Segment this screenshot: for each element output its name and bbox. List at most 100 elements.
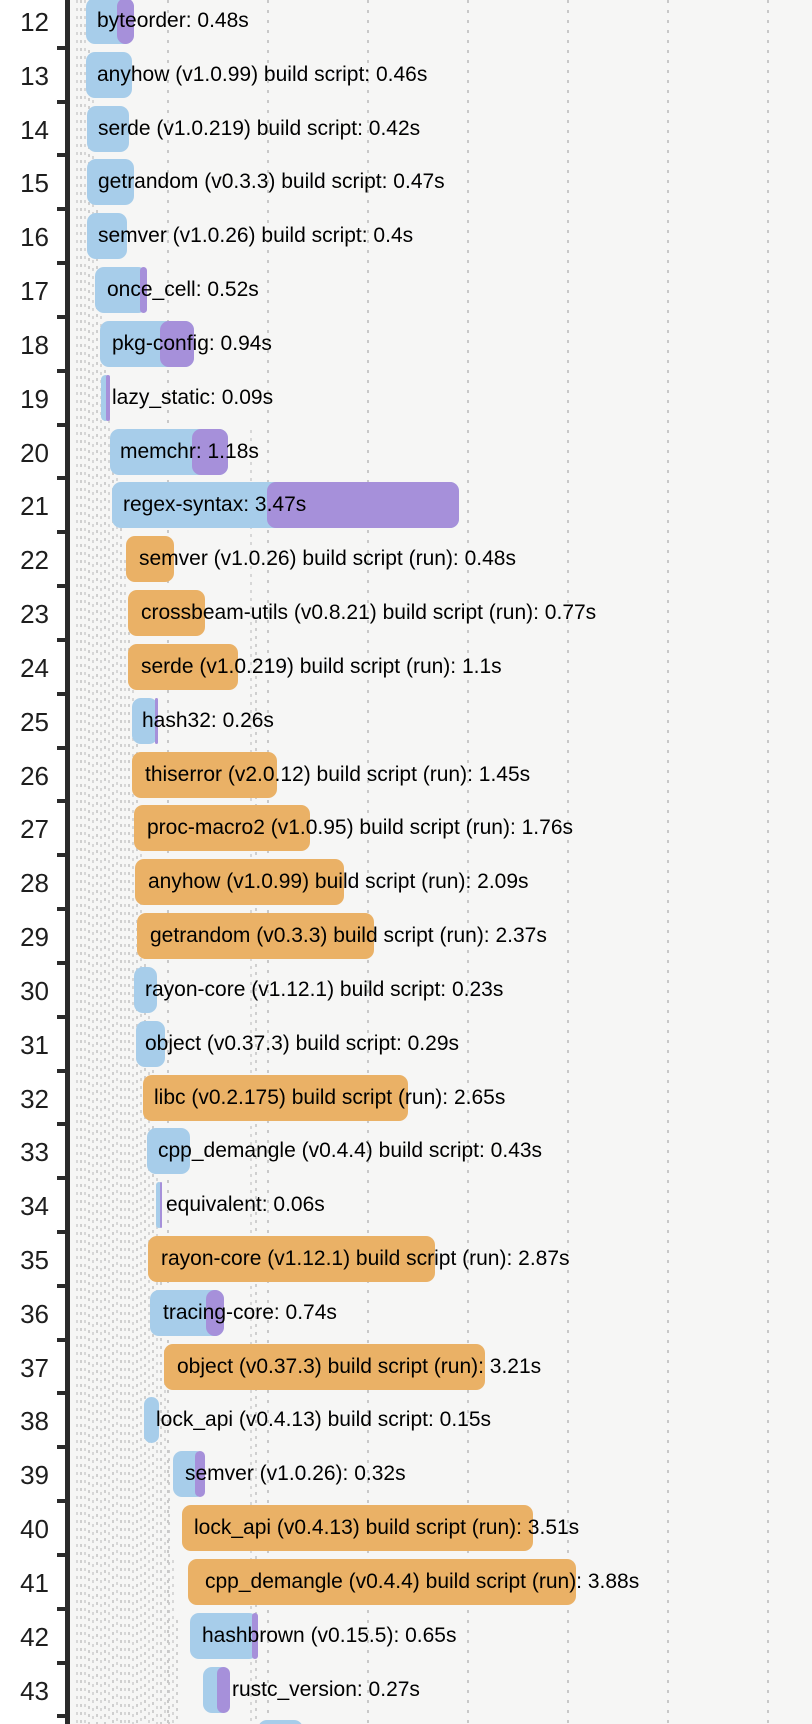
unit-label: semver (v1.0.26): 0.32s xyxy=(185,1462,406,1486)
codegen-segment xyxy=(206,1289,224,1336)
unit-label: rayon-core (v1.12.1) build script: 0.23s xyxy=(145,977,504,1001)
dependency-line xyxy=(92,100,94,1724)
build-script-run-bar xyxy=(134,805,310,852)
axis-tick xyxy=(57,1068,65,1073)
row-number: 20 xyxy=(20,437,49,468)
codegen-segment xyxy=(106,374,110,421)
build-script-run-bar xyxy=(128,590,205,637)
axis-tick xyxy=(57,368,65,373)
build-script-run-bar xyxy=(188,1558,576,1605)
row-number: 28 xyxy=(20,868,49,899)
compile-bar xyxy=(87,105,129,152)
axis-tick xyxy=(57,1229,65,1234)
unit-label: lock_api (v0.4.13) build script: 0.15s xyxy=(156,1408,492,1432)
unit-label: serde (v1.0.219) build script (run): 1.1… xyxy=(141,654,502,678)
row-number: 12 xyxy=(20,6,49,37)
unit-label: cpp_demangle (v0.4.4) build script: 0.43… xyxy=(158,1139,543,1163)
axis-tick xyxy=(57,1552,65,1557)
row-number: 21 xyxy=(20,491,49,522)
dependency-line xyxy=(160,1250,162,1724)
compile-bar xyxy=(95,267,147,314)
axis-tick xyxy=(57,1337,65,1342)
unit-label: rayon-core (v1.12.1) build script (run):… xyxy=(161,1246,570,1270)
axis-tick xyxy=(57,1014,65,1019)
compile-bar xyxy=(147,1128,190,1175)
unit-label: crossbeam-utils (v0.8.21) build script (… xyxy=(141,601,597,625)
build-script-run-bar xyxy=(132,751,277,798)
row-number: 19 xyxy=(20,383,49,414)
codegen-segment xyxy=(267,482,459,529)
row-number: 25 xyxy=(20,706,49,737)
build-script-run-bar xyxy=(128,643,238,690)
axis-tick xyxy=(57,745,65,750)
row-number: 39 xyxy=(20,1460,49,1491)
unit-label: object (v0.37.3) build script: 0.29s xyxy=(145,1031,459,1055)
dependency-line xyxy=(132,650,134,1724)
compile-bar xyxy=(86,51,132,98)
unit-label: rustc_version: 0.27s xyxy=(232,1677,420,1701)
axis-tick xyxy=(57,422,65,427)
dependency-line xyxy=(84,0,86,1724)
dependency-line xyxy=(172,1560,174,1724)
axis-tick xyxy=(57,1283,65,1288)
row-number: 37 xyxy=(20,1352,49,1383)
compile-bar xyxy=(134,966,157,1013)
codegen-segment xyxy=(117,0,134,44)
row-number: 22 xyxy=(20,545,49,576)
axis-tick xyxy=(57,476,65,481)
axis-tick xyxy=(57,1714,65,1719)
dependency-line xyxy=(100,300,102,1724)
time-gridline xyxy=(567,0,569,1724)
row-number: 13 xyxy=(20,60,49,91)
unit-label: cpp_demangle (v0.4.4) build script (run)… xyxy=(205,1569,640,1593)
unit-label: semver (v1.0.26) build script: 0.4s xyxy=(98,224,414,248)
unit-label: serde (v1.0.219) build script: 0.42s xyxy=(98,116,421,140)
compile-bar xyxy=(101,374,110,421)
dependency-line xyxy=(148,1000,150,1724)
dependency-line xyxy=(140,830,142,1724)
axis-tick xyxy=(57,1660,65,1665)
axis-tick xyxy=(57,261,65,266)
row-number: 34 xyxy=(20,1191,49,1222)
unit-label: anyhow (v1.0.99) build script (run): 2.0… xyxy=(148,870,529,894)
dependency-line xyxy=(120,520,122,1724)
dependency-line xyxy=(80,0,82,1724)
dependency-line xyxy=(164,1350,166,1724)
unit-label: equivalent: 0.06s xyxy=(166,1193,325,1217)
row-number: 15 xyxy=(20,168,49,199)
unit-label: object (v0.37.3) build script (run): 3.2… xyxy=(177,1354,542,1378)
axis-tick xyxy=(57,99,65,104)
axis-tick xyxy=(57,907,65,911)
axis-tick xyxy=(57,637,65,642)
axis-tick xyxy=(57,960,65,965)
build-script-run-bar xyxy=(137,913,374,959)
time-gridline xyxy=(767,0,769,1724)
row-number: 30 xyxy=(20,975,49,1006)
y-axis-line xyxy=(65,0,70,1724)
codegen-segment xyxy=(195,1451,205,1498)
unit-label: lazy_static: 0.09s xyxy=(112,385,274,409)
unit-label: hash32: 0.26s xyxy=(142,708,274,732)
dependency-line xyxy=(136,720,138,1724)
row-number: 41 xyxy=(20,1567,49,1598)
dependency-line xyxy=(144,940,146,1724)
axis-tick xyxy=(57,1122,65,1127)
row-number: 35 xyxy=(20,1244,49,1275)
codegen-segment xyxy=(192,428,228,475)
codegen-segment xyxy=(155,697,158,744)
row-number: 14 xyxy=(20,114,49,145)
dependency-line xyxy=(176,1620,178,1724)
dependency-line xyxy=(96,210,98,1724)
axis-tick xyxy=(57,207,65,212)
row-number: 38 xyxy=(20,1406,49,1437)
unit-label: regex-syntax: 3.47s xyxy=(123,493,307,517)
unit-label: memchr: 1.18s xyxy=(120,439,259,463)
unit-label: pkg-config: 0.94s xyxy=(112,331,272,355)
unit-label: proc-macro2 (v1.0.95) build script (run)… xyxy=(147,816,573,840)
compile-bar xyxy=(156,1182,162,1229)
row-number: 42 xyxy=(20,1621,49,1652)
axis-tick xyxy=(57,1606,65,1611)
codegen-segment xyxy=(252,1612,258,1659)
row-number: 24 xyxy=(20,652,49,683)
